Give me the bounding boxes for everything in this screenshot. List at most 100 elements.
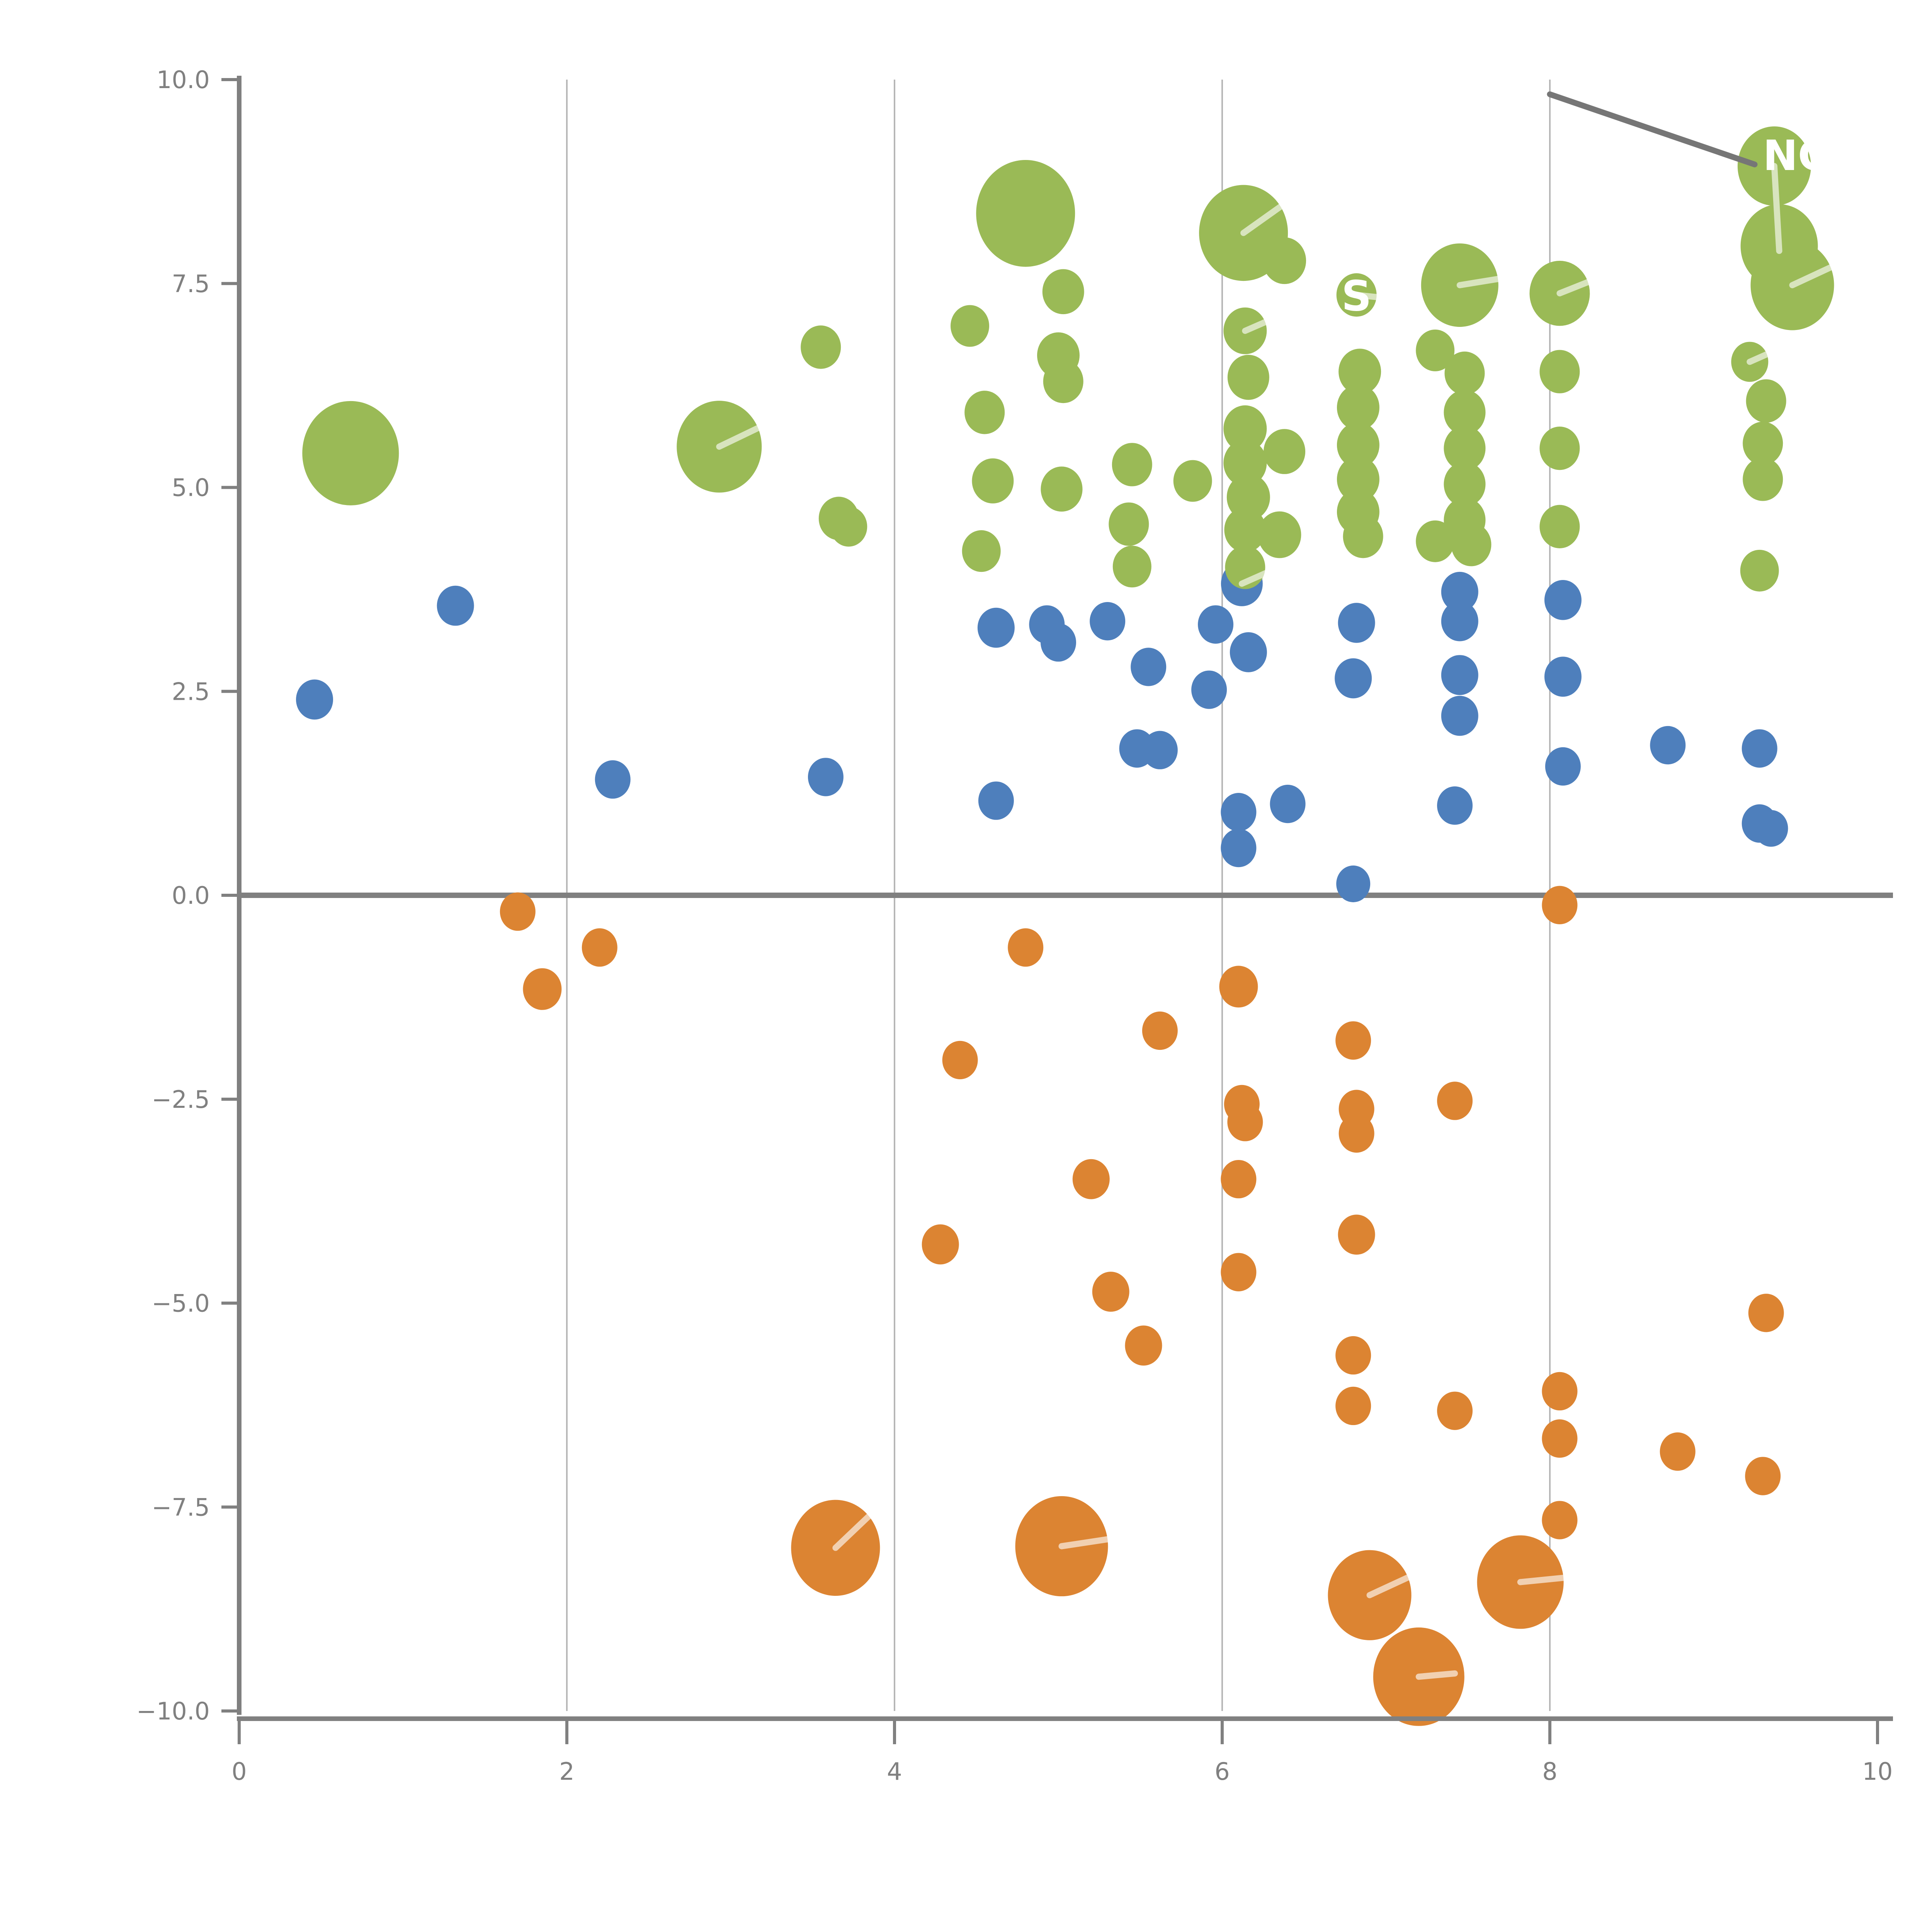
bubble-orange[interactable] <box>1542 1419 1578 1458</box>
bubble-green[interactable] <box>302 401 399 505</box>
bubble-green[interactable] <box>1337 422 1379 468</box>
bubble-blue[interactable] <box>1544 656 1582 697</box>
bubble-green[interactable] <box>976 160 1075 267</box>
bubble-blue[interactable] <box>1221 828 1257 867</box>
bubble-blue[interactable] <box>437 585 474 626</box>
bubble-green[interactable] <box>1264 429 1306 474</box>
bubble-green[interactable] <box>1746 379 1786 423</box>
bubble-blue[interactable] <box>1191 670 1227 709</box>
bubble-green[interactable] <box>972 458 1014 503</box>
bubble-green[interactable] <box>1539 427 1580 470</box>
bubble-orange[interactable] <box>1542 886 1578 925</box>
bubble-blue[interactable] <box>1142 731 1178 769</box>
bubble-green[interactable] <box>830 506 867 547</box>
bubble-green[interactable] <box>1223 405 1267 452</box>
bubble-blue[interactable] <box>1335 658 1372 699</box>
bubble-green[interactable] <box>1343 515 1383 558</box>
bubble-green[interactable] <box>1112 443 1152 486</box>
bubble-blue[interactable] <box>1742 729 1777 768</box>
bubble-green[interactable] <box>1743 457 1783 501</box>
bubble-blue[interactable] <box>1131 648 1167 686</box>
bubble-green[interactable] <box>1444 389 1486 435</box>
bubble-blue[interactable] <box>978 781 1014 820</box>
bubble-blue[interactable] <box>1437 786 1473 825</box>
bubble-blue[interactable] <box>1270 784 1306 823</box>
bubble-green[interactable] <box>1112 546 1151 588</box>
bubble-orange[interactable] <box>523 968 562 1010</box>
bubble-green[interactable] <box>1227 355 1269 400</box>
bubble-blue[interactable] <box>977 607 1015 648</box>
bubble-green[interactable] <box>1416 520 1455 562</box>
bubble-blue[interactable] <box>1441 696 1478 736</box>
bubble-orange[interactable] <box>1660 1432 1696 1471</box>
bubble-orange[interactable] <box>1748 1294 1784 1332</box>
bubble-green[interactable] <box>1263 237 1306 284</box>
bubble-green[interactable] <box>1740 549 1779 592</box>
bubble-green[interactable] <box>801 325 841 369</box>
bubble-orange[interactable] <box>1125 1325 1162 1366</box>
bubble-orange[interactable] <box>1542 1372 1578 1411</box>
bubble-blue[interactable] <box>1544 580 1582 620</box>
bubble-blue[interactable] <box>1441 601 1478 641</box>
bubble-green[interactable] <box>1224 507 1266 553</box>
bubble-green[interactable] <box>1539 350 1580 393</box>
bubble-orange[interactable] <box>1221 1253 1257 1291</box>
bubble-blue[interactable] <box>1041 623 1076 662</box>
bubble-blue[interactable] <box>1545 747 1581 786</box>
bubble-green[interactable] <box>1337 384 1379 431</box>
bubble-blue[interactable] <box>1198 605 1234 644</box>
bubble-blue[interactable] <box>1441 655 1478 695</box>
bubble-orange[interactable] <box>1338 1214 1375 1255</box>
series-blue[interactable] <box>296 561 1788 902</box>
bubble-green[interactable] <box>962 530 1001 572</box>
bubble-green[interactable] <box>1539 505 1580 548</box>
series-orange[interactable] <box>500 886 1784 1726</box>
bubble-green[interactable] <box>1109 502 1149 546</box>
bubble-orange[interactable] <box>1072 1159 1110 1199</box>
bubble-orange[interactable] <box>1542 1501 1578 1539</box>
bubble-blue[interactable] <box>1441 571 1478 612</box>
bubble-green[interactable] <box>1444 461 1486 507</box>
bubble-orange[interactable] <box>1338 1114 1374 1153</box>
bubble-blue[interactable] <box>595 760 631 799</box>
bubble-orange[interactable] <box>942 1041 978 1080</box>
bubble-orange[interactable] <box>922 1224 959 1265</box>
bubble-green[interactable] <box>1258 511 1301 558</box>
bubble-orange[interactable] <box>582 928 617 967</box>
bubble-blue[interactable] <box>1336 865 1371 902</box>
bubble-orange[interactable] <box>1745 1457 1781 1495</box>
bubble-orange[interactable] <box>1335 1021 1371 1060</box>
bubble-green[interactable] <box>1444 425 1486 471</box>
bubble-orange[interactable] <box>1335 1336 1371 1375</box>
bubble-orange[interactable] <box>500 892 536 931</box>
bubble-green[interactable] <box>1444 351 1485 395</box>
bubble-blue[interactable] <box>296 679 333 720</box>
bubble-green[interactable] <box>1451 523 1492 566</box>
bubble-green[interactable] <box>1743 422 1783 465</box>
bubble-blue[interactable] <box>1230 632 1267 672</box>
bubble-green[interactable] <box>1223 439 1267 486</box>
bubble-green[interactable] <box>1043 359 1083 403</box>
bubble-orange[interactable] <box>1335 1386 1371 1425</box>
bubble-green[interactable] <box>1041 466 1083 512</box>
bubble-green[interactable] <box>1173 460 1212 502</box>
bubble-green[interactable] <box>1337 456 1379 502</box>
bubble-green[interactable] <box>1042 269 1084 315</box>
bubble-blue[interactable] <box>1090 602 1126 641</box>
bubble-orange[interactable] <box>1008 928 1044 967</box>
bubble-orange[interactable] <box>1437 1391 1473 1430</box>
bubble-blue[interactable] <box>1221 793 1257 832</box>
bubble-orange[interactable] <box>1219 966 1258 1008</box>
bubble-orange[interactable] <box>1437 1082 1473 1120</box>
bubble-blue[interactable] <box>808 758 844 796</box>
bubble-green[interactable] <box>951 305 990 347</box>
bubble-orange[interactable] <box>1227 1103 1263 1141</box>
bubble-blue[interactable] <box>1650 726 1686 765</box>
bubble-green[interactable] <box>1416 329 1455 371</box>
bubble-blue[interactable] <box>1338 603 1375 643</box>
bubble-green[interactable] <box>964 391 1005 434</box>
bubble-orange[interactable] <box>1221 1160 1257 1199</box>
bubble-green[interactable] <box>1338 349 1381 395</box>
bubble-marks[interactable] <box>296 126 1834 1726</box>
